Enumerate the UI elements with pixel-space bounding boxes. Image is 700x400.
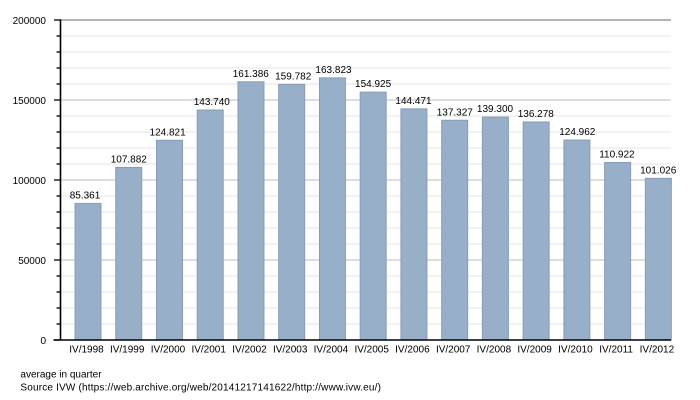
svg-text:IV/1999: IV/1999 — [110, 345, 145, 356]
svg-text:85.361: 85.361 — [70, 190, 101, 201]
svg-text:IV/2004: IV/2004 — [314, 345, 349, 356]
svg-text:IV/2005: IV/2005 — [354, 345, 389, 356]
svg-text:143.740: 143.740 — [194, 97, 231, 108]
svg-text:IV/2008: IV/2008 — [477, 345, 512, 356]
svg-text:IV/2007: IV/2007 — [436, 345, 471, 356]
svg-text:150000: 150000 — [13, 96, 47, 107]
svg-text:IV/2003: IV/2003 — [273, 345, 308, 356]
svg-text:50000: 50000 — [18, 256, 46, 267]
svg-text:IV/2000: IV/2000 — [151, 345, 186, 356]
svg-text:159.782: 159.782 — [275, 71, 312, 82]
svg-text:200000: 200000 — [13, 16, 47, 27]
svg-text:110.922: 110.922 — [599, 150, 635, 161]
svg-text:124.821: 124.821 — [150, 127, 187, 138]
svg-text:IV/2001: IV/2001 — [191, 345, 226, 356]
svg-text:154.925: 154.925 — [355, 79, 392, 90]
svg-text:100000: 100000 — [13, 176, 47, 187]
svg-text:IV/1998: IV/1998 — [69, 345, 104, 356]
svg-text:161.386: 161.386 — [233, 69, 270, 80]
svg-text:163.823: 163.823 — [315, 65, 352, 76]
svg-text:137.327: 137.327 — [437, 107, 474, 118]
svg-text:101.026: 101.026 — [640, 165, 677, 176]
svg-text:IV/2002: IV/2002 — [232, 345, 267, 356]
svg-text:136.278: 136.278 — [518, 109, 555, 120]
svg-text:IV/2009: IV/2009 — [517, 345, 552, 356]
svg-text:IV/2011: IV/2011 — [599, 345, 633, 356]
svg-text:0: 0 — [40, 336, 46, 347]
svg-text:IV/2010: IV/2010 — [558, 345, 593, 356]
svg-text:144.471: 144.471 — [395, 96, 432, 107]
svg-text:Source IVW (https://web.archiv: Source IVW (https://web.archive.org/web/… — [20, 383, 381, 394]
svg-text:124.962: 124.962 — [559, 127, 596, 138]
svg-text:107.882: 107.882 — [111, 154, 148, 165]
svg-text:IV/2006: IV/2006 — [395, 345, 430, 356]
svg-text:IV/2012: IV/2012 — [640, 345, 675, 356]
svg-text:average in quarter: average in quarter — [20, 370, 102, 381]
svg-text:139.300: 139.300 — [477, 104, 514, 115]
